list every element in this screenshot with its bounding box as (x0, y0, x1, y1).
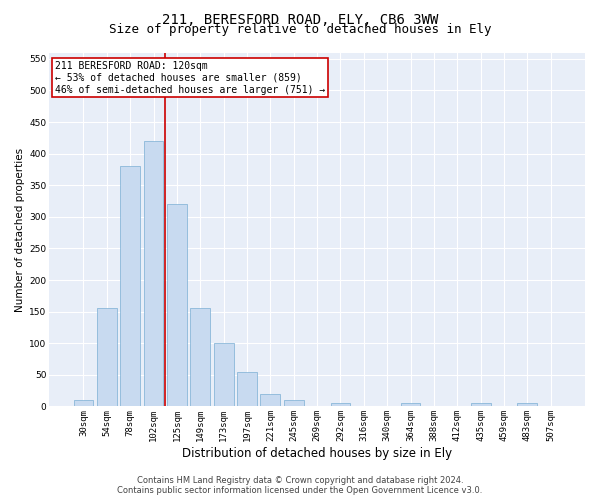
X-axis label: Distribution of detached houses by size in Ely: Distribution of detached houses by size … (182, 447, 452, 460)
Bar (284, 400, 304, 406)
Bar (517, 404, 537, 406)
Bar (143, 141, 163, 406)
Text: Size of property relative to detached houses in Ely: Size of property relative to detached ho… (109, 22, 491, 36)
Bar (97, 308, 117, 406)
Bar (120, 166, 140, 406)
Bar (167, 204, 187, 406)
Bar (401, 404, 421, 406)
Y-axis label: Number of detached properties: Number of detached properties (15, 148, 25, 312)
Bar (471, 404, 491, 406)
Text: 211, BERESFORD ROAD, ELY, CB6 3WW: 211, BERESFORD ROAD, ELY, CB6 3WW (162, 12, 438, 26)
Bar (331, 404, 350, 406)
Bar (74, 400, 94, 406)
Bar (190, 308, 210, 406)
Text: Contains HM Land Registry data © Crown copyright and database right 2024.
Contai: Contains HM Land Registry data © Crown c… (118, 476, 482, 495)
Bar (237, 372, 257, 406)
Bar (214, 343, 233, 406)
Bar (260, 394, 280, 406)
Text: 211 BERESFORD ROAD: 120sqm
← 53% of detached houses are smaller (859)
46% of sem: 211 BERESFORD ROAD: 120sqm ← 53% of deta… (55, 62, 325, 94)
